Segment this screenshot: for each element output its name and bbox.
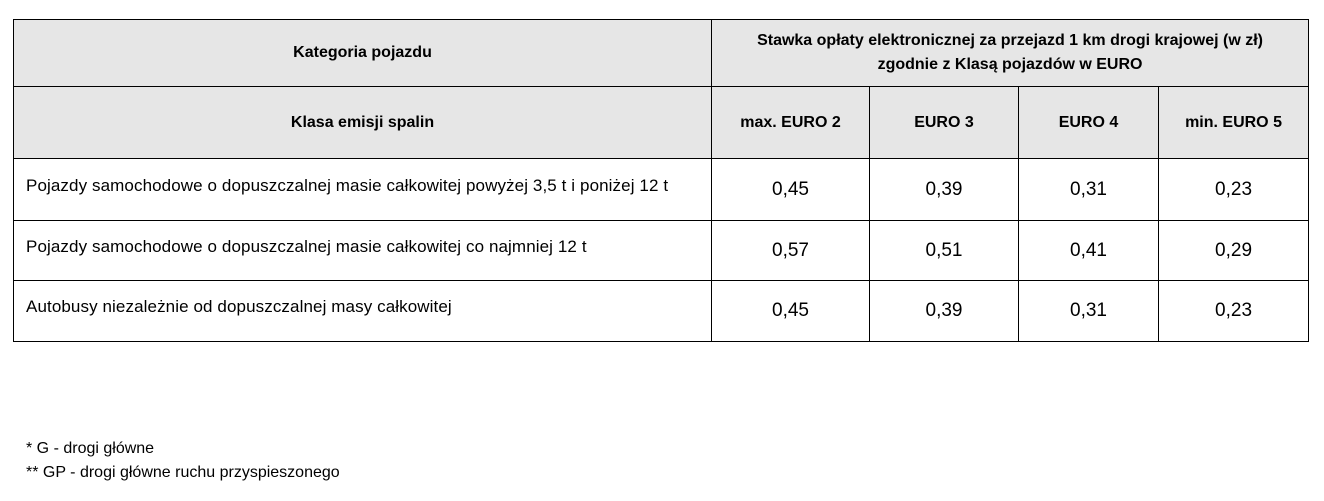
header-row-2: Klasa emisji spalin max. EURO 2 EURO 3 E… (13, 86, 1310, 159)
rate-cell: 0,41 (1018, 220, 1159, 281)
rate-cell: 0,29 (1157, 220, 1310, 281)
row-category: Pojazdy samochodowe o dopuszczalnej masi… (13, 220, 712, 281)
header-col-euro4: EURO 4 (1018, 86, 1159, 159)
rate-cell: 0,23 (1157, 158, 1310, 221)
rate-cell: 0,31 (1018, 158, 1159, 221)
header-rate-title-line1: Stawka opłaty elektronicznej za przejazd… (757, 32, 1263, 49)
rate-cell: 0,39 (869, 280, 1019, 342)
header-col-min-euro5: min. EURO 5 (1157, 86, 1310, 159)
footnote-g: * G - drogi główne (26, 440, 155, 457)
row-category: Autobusy niezależnie od dopuszczalnej ma… (13, 280, 712, 342)
rate-cell: 0,51 (869, 220, 1019, 281)
header-emission-class: Klasa emisji spalin (13, 86, 712, 159)
table-row: Autobusy niezależnie od dopuszczalnej ma… (13, 280, 1310, 342)
header-row-1: Kategoria pojazdu Stawka opłaty elektron… (13, 19, 1310, 87)
footnote-gp: ** GP - drogi główne ruchu przyspieszone… (26, 464, 340, 481)
toll-rate-table: Kategoria pojazdu Stawka opłaty elektron… (13, 19, 1310, 342)
rate-cell: 0,31 (1018, 280, 1159, 342)
row-category: Pojazdy samochodowe o dopuszczalnej masi… (13, 158, 712, 221)
rate-cell: 0,57 (711, 220, 870, 281)
rate-cell: 0,45 (711, 280, 870, 342)
footnotes: * G - drogi główne ** GP - drogi główne … (26, 437, 340, 485)
table-row: Pojazdy samochodowe o dopuszczalnej masi… (13, 220, 1310, 281)
table-row: Pojazdy samochodowe o dopuszczalnej masi… (13, 158, 1310, 221)
rate-cell: 0,23 (1157, 280, 1310, 342)
header-col-max-euro2: max. EURO 2 (711, 86, 870, 159)
header-rate-title-line2: zgodnie z Klasą pojazdów w EURO (877, 56, 1143, 73)
header-vehicle-category: Kategoria pojazdu (13, 19, 712, 87)
header-col-euro3: EURO 3 (869, 86, 1019, 159)
rate-cell: 0,45 (711, 158, 870, 221)
rate-cell: 0,39 (869, 158, 1019, 221)
header-rate-title: Stawka opłaty elektronicznej za przejazd… (710, 19, 1310, 87)
